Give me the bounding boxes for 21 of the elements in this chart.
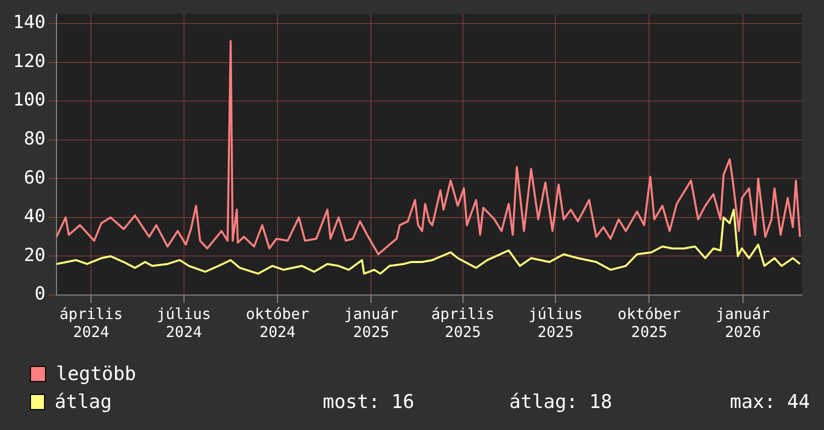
y-tick-label: 140 bbox=[12, 12, 46, 34]
x-tick-label: október 2025 bbox=[618, 304, 681, 341]
x-tick-label: július 2024 bbox=[156, 304, 211, 341]
y-tick-label: 80 bbox=[24, 128, 46, 150]
legend-label: legtöbb bbox=[56, 363, 138, 385]
text: most: 16 bbox=[322, 391, 414, 413]
y-tick-label: 20 bbox=[24, 244, 46, 266]
y-tick-label: 60 bbox=[24, 167, 46, 188]
x-tick-label: január 2026 bbox=[716, 304, 770, 341]
y-tick-label: 120 bbox=[12, 50, 46, 72]
legend-label: átlag bbox=[54, 391, 113, 413]
x-tick-label: október 2024 bbox=[246, 304, 310, 341]
x-tick-label: április 2025 bbox=[431, 304, 494, 341]
y-tick-label: 100 bbox=[12, 90, 46, 111]
y-tick-label: 0 bbox=[34, 284, 46, 305]
x-tick-label: július 2025 bbox=[528, 304, 583, 341]
x-tick-label: január 2025 bbox=[344, 304, 398, 341]
x-tick-label: április 2024 bbox=[60, 304, 123, 341]
y-tick-label: 40 bbox=[24, 206, 46, 228]
text: átlag: 18 bbox=[508, 391, 612, 413]
text: max: 44 bbox=[728, 391, 810, 413]
